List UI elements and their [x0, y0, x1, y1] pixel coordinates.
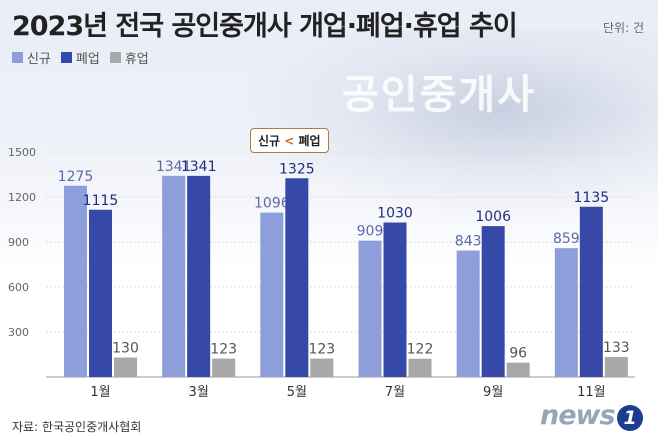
data-label: 130	[112, 341, 139, 357]
data-label: 1006	[475, 209, 511, 225]
legend-label-new: 신규	[27, 52, 51, 67]
background-photo	[250, 30, 658, 210]
y-tick-label: 1500	[8, 146, 36, 159]
data-label: 123	[210, 342, 237, 358]
bar-suspended	[310, 358, 334, 377]
news1-logo: news 1	[540, 400, 643, 431]
bar-suspended	[212, 358, 236, 377]
data-label: 133	[603, 340, 630, 356]
y-tick-label: 300	[8, 326, 29, 339]
data-label: 1030	[377, 206, 413, 222]
data-label: 1275	[58, 169, 94, 185]
data-label: 909	[357, 224, 384, 240]
chart-title: 2023년 전국 공인중개사 개업·폐업·휴업 추이	[12, 11, 518, 42]
legend-label-suspended: 휴업	[124, 52, 149, 67]
bar-closed	[383, 222, 407, 377]
x-tick-label: 1월	[90, 385, 110, 400]
legend-swatch-closed	[60, 52, 72, 63]
legend-item-suspended: 휴업	[109, 48, 149, 67]
bar-suspended	[408, 358, 432, 377]
bar-new	[260, 212, 284, 377]
bar-closed	[579, 206, 603, 377]
bar-new	[64, 185, 87, 377]
callout-closed-text: 폐업	[298, 134, 321, 148]
data-label: 843	[455, 234, 482, 250]
bar-suspended	[604, 357, 628, 377]
data-label: 1096	[254, 196, 290, 212]
x-tick-label: 9월	[483, 385, 503, 400]
callout-badge: 신규 < 폐업	[250, 128, 329, 153]
y-tick-label: 900	[8, 236, 29, 249]
callout-separator: <	[280, 134, 299, 148]
legend-item-new: 신규	[12, 48, 51, 67]
data-label: 1341	[156, 159, 192, 175]
legend-label-closed: 폐업	[75, 52, 100, 67]
legend: 신규 폐업 휴업	[12, 48, 149, 67]
data-label: 96	[509, 346, 527, 362]
x-tick-label: 7월	[385, 385, 405, 400]
callout-new-text: 신규	[258, 134, 281, 148]
y-tick-label: 1200	[8, 191, 36, 204]
source-note: 자료: 한국공인중개사협회	[12, 420, 142, 434]
bar-closed	[187, 175, 211, 377]
data-label: 122	[407, 342, 434, 358]
unit-label: 단위: 건	[603, 21, 644, 35]
y-tick-label: 600	[8, 281, 29, 294]
x-tick-label: 5월	[287, 385, 307, 400]
data-label: 123	[308, 342, 335, 358]
legend-item-closed: 폐업	[60, 48, 100, 67]
x-tick-label: 3월	[189, 385, 209, 400]
bar-closed	[89, 209, 112, 377]
logo-badge: 1	[616, 405, 643, 431]
data-label: 1135	[574, 190, 610, 206]
legend-swatch-suspended	[109, 52, 121, 63]
bar-closed	[285, 178, 309, 377]
legend-swatch-new	[12, 52, 23, 63]
data-label: 1115	[83, 193, 119, 209]
bar-suspended	[114, 357, 137, 377]
bar-new	[456, 250, 480, 377]
data-label: 1341	[181, 159, 217, 175]
bar-new	[554, 248, 578, 377]
data-label: 1325	[279, 161, 315, 177]
x-tick-label: 11월	[577, 385, 606, 400]
bar-new	[358, 240, 382, 377]
bar-suspended	[506, 362, 530, 377]
logo-text: news	[540, 400, 616, 431]
data-label: 859	[553, 231, 580, 247]
background-sign-text: 공인중개사	[342, 72, 536, 118]
bar-closed	[481, 226, 505, 377]
bar-new	[162, 175, 186, 377]
